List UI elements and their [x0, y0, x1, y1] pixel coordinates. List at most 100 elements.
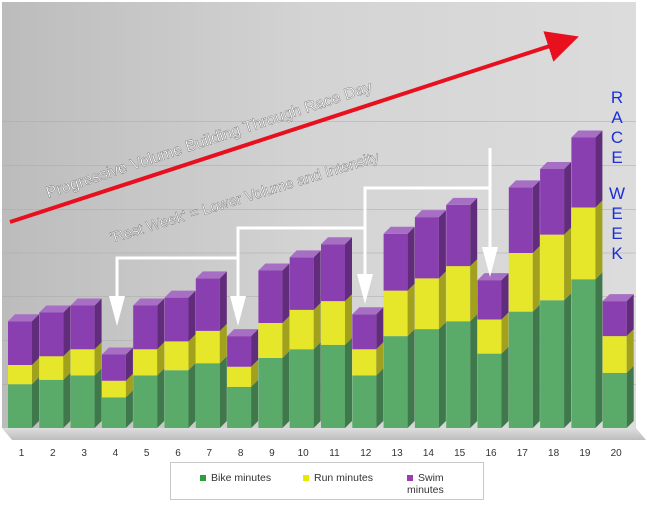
- x-tick-label-2: 2: [50, 448, 56, 459]
- legend-label-bike: Bike minutes: [211, 472, 272, 484]
- bar-bike-6-side: [188, 363, 196, 428]
- x-tick-label-5: 5: [144, 448, 150, 459]
- bar-swim-18-top: [540, 162, 572, 169]
- bar-run-11-side: [345, 294, 352, 345]
- bar-swim-6-top: [164, 290, 196, 298]
- bar-swim-9-side: [282, 263, 290, 323]
- bar-bike-13: [383, 336, 408, 428]
- legend-label-swim: Swim minutes: [407, 472, 444, 496]
- bar-bike-15: [446, 321, 471, 428]
- x-tick-label-19: 19: [579, 448, 591, 459]
- rest-week-bracket: [109, 148, 498, 326]
- bar-swim-17: [508, 187, 533, 253]
- bar-run-14: [414, 278, 439, 330]
- bar-run-2-side: [63, 349, 71, 380]
- bar-swim-10-side: [313, 250, 321, 310]
- bar-run-13: [383, 290, 408, 337]
- bar-swim-9-top: [258, 263, 290, 271]
- bar-swim-9: [258, 270, 283, 323]
- bar-swim-8: [227, 336, 252, 367]
- bar-bike-5-side: [157, 368, 165, 428]
- bar-bike-4-side: [125, 390, 133, 428]
- bracket-segment-3: [363, 186, 492, 251]
- bar-bike-5: [133, 375, 158, 428]
- bar-run-4: [101, 380, 126, 398]
- bar-swim-1: [8, 321, 32, 365]
- bar-bike-3: [70, 375, 95, 428]
- bar-run-18-side: [564, 227, 572, 301]
- bar-swim-8-side: [251, 329, 259, 367]
- bar-run-6: [164, 341, 189, 371]
- bar-run-5: [133, 349, 158, 376]
- bar-swim-11-top: [321, 237, 352, 245]
- race-week-letter-2: A: [611, 108, 623, 127]
- bar-run-18: [540, 234, 565, 301]
- bar-swim-19-top: [571, 130, 603, 138]
- bar-swim-19-side: [595, 130, 603, 208]
- bar-swim-12-top: [352, 307, 384, 315]
- legend-label-run: Run minutes: [314, 472, 373, 484]
- x-tick-label-15: 15: [454, 448, 466, 459]
- bar-swim-12: [352, 314, 377, 350]
- bar-run-13-side: [407, 283, 415, 337]
- rest-arrow-16: [482, 247, 498, 277]
- rest-arrow-12: [357, 274, 373, 304]
- x-tick-label-10: 10: [298, 448, 310, 459]
- x-tick-label-13: 13: [392, 448, 404, 459]
- bar-run-17: [508, 253, 533, 312]
- bar-bike-10: [289, 349, 314, 428]
- bar-bike-8-side: [251, 379, 259, 428]
- bar-bike-2-side: [63, 372, 71, 428]
- race-week-letter-4: E: [611, 148, 622, 167]
- x-tick-label-9: 9: [269, 448, 275, 459]
- legend-swatch-run: [303, 475, 309, 482]
- bar-swim-7-top: [195, 271, 227, 279]
- bar-run-3: [70, 349, 95, 376]
- bar-swim-13-top: [383, 226, 415, 234]
- bar-bike-9-side: [282, 351, 290, 428]
- bar-swim-18-side: [564, 162, 572, 235]
- x-tick-label-20: 20: [611, 448, 623, 459]
- bar-bike-4: [101, 397, 126, 428]
- bar-run-6-side: [188, 334, 196, 371]
- race-week-letter-5: W: [609, 184, 625, 203]
- bars-group: [8, 130, 634, 428]
- bar-swim-17-top: [508, 180, 540, 188]
- rest-arrow-8: [230, 296, 246, 326]
- bar-bike-1-side: [32, 377, 39, 428]
- bar-bike-3-side: [94, 368, 102, 428]
- bar-bike-1: [8, 384, 32, 428]
- bar-swim-19: [571, 137, 596, 208]
- bar-run-14-side: [438, 271, 446, 330]
- bar-swim-20-top: [602, 294, 634, 302]
- bar-bike-12-side: [376, 368, 384, 428]
- x-tick-label-1: 1: [19, 448, 25, 459]
- bar-bike-9: [258, 358, 283, 428]
- x-tick-label-7: 7: [207, 448, 213, 459]
- progress-arrow: [9, 31, 579, 224]
- bar-run-1: [8, 365, 32, 385]
- legend-item-bike: Bike minutes: [200, 472, 271, 484]
- bar-run-16-side: [501, 312, 509, 354]
- bar-swim-6: [164, 297, 189, 342]
- x-tick-label-16: 16: [485, 448, 497, 459]
- bar-swim-10: [289, 257, 314, 310]
- bar-run-11: [321, 301, 345, 345]
- bar-run-20: [602, 336, 627, 373]
- bar-bike-17: [508, 311, 533, 428]
- bar-bike-14-side: [438, 322, 446, 428]
- bar-bike-16: [477, 353, 502, 428]
- race-week-letter-1: R: [611, 88, 623, 107]
- bracket-segment-1: [115, 256, 240, 300]
- bar-run-7: [195, 330, 220, 364]
- bar-swim-10-top: [289, 250, 321, 258]
- race-week-letter-6: E: [611, 204, 622, 223]
- bar-swim-13: [383, 233, 408, 291]
- bar-bike-2: [39, 379, 64, 428]
- legend-swatch-bike: [200, 475, 206, 482]
- bar-swim-13-side: [407, 226, 415, 291]
- bar-run-5-side: [157, 342, 165, 376]
- x-tick-label-14: 14: [423, 448, 435, 459]
- bar-run-19-side: [595, 200, 603, 280]
- bar-swim-8-top: [227, 329, 259, 337]
